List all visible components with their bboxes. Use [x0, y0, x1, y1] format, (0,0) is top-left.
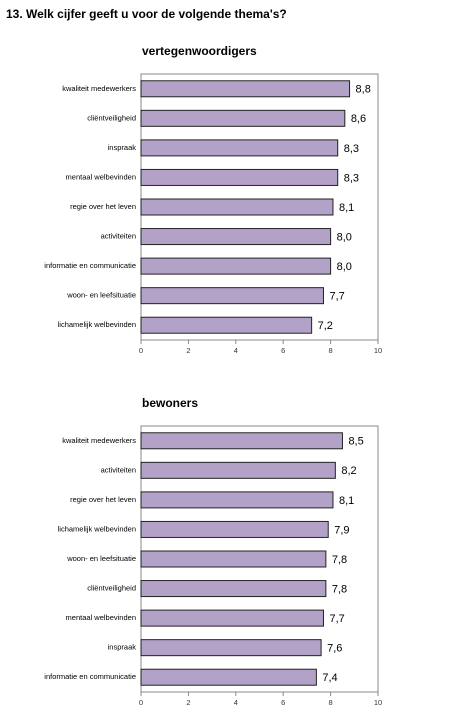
bar [140, 432, 343, 450]
value-label: 7,4 [322, 672, 337, 684]
value-label: 8,0 [337, 261, 352, 273]
x-tick-label: 4 [234, 346, 238, 355]
x-tick-label: 8 [329, 346, 333, 355]
category-label: mentaal welbevinden [66, 613, 136, 622]
x-tick-label: 8 [329, 698, 333, 707]
bar [140, 198, 334, 216]
x-tick-label: 6 [281, 346, 285, 355]
value-label: 7,6 [327, 643, 342, 655]
category-label: regie over het leven [70, 495, 136, 504]
heading: 13. Welk cijfer geeft u voor de volgende… [6, 7, 287, 21]
category-label: mentaal welbevinden [66, 172, 136, 181]
x-tick-label: 0 [139, 346, 143, 355]
x-tick-label: 2 [186, 698, 190, 707]
category-label: cliëntveiligheid [87, 113, 136, 122]
x-tick-label: 10 [374, 698, 382, 707]
value-label: 7,7 [329, 613, 344, 625]
x-tick-label: 2 [186, 346, 190, 355]
bar [140, 580, 327, 598]
value-label: 8,3 [344, 143, 359, 155]
category-label: inspraak [108, 143, 137, 152]
category-label: lichamelijk welbevinden [58, 524, 136, 533]
value-label: 8,8 [356, 84, 371, 96]
x-tick-label: 0 [139, 698, 143, 707]
bar [140, 316, 313, 334]
bar [140, 80, 351, 98]
category-label: woon- en leefsituatie [66, 554, 136, 563]
value-label: 7,7 [329, 291, 344, 303]
value-label: 8,1 [339, 202, 354, 214]
bar [140, 228, 332, 246]
chart-title: bewoners [142, 396, 198, 410]
bar [140, 520, 329, 538]
bar [140, 461, 336, 479]
bar [140, 550, 327, 568]
value-label: 7,8 [332, 554, 347, 566]
value-label: 8,1 [339, 495, 354, 507]
bar [140, 668, 317, 686]
category-label: kwaliteit medewerkers [62, 436, 136, 445]
category-label: informatie en communicatie [44, 261, 136, 270]
value-label: 8,6 [351, 113, 366, 125]
category-label: kwaliteit medewerkers [62, 84, 136, 93]
value-label: 8,5 [348, 436, 363, 448]
value-label: 8,3 [344, 172, 359, 184]
value-label: 7,8 [332, 583, 347, 595]
category-label: inspraak [108, 643, 137, 652]
value-label: 8,2 [341, 465, 356, 477]
value-label: 8,0 [337, 231, 352, 243]
x-tick-label: 10 [374, 346, 382, 355]
value-label: 7,2 [318, 320, 333, 332]
category-label: activiteiten [101, 465, 136, 474]
bar [140, 639, 322, 657]
category-label: informatie en communicatie [44, 672, 136, 681]
bar [140, 168, 339, 186]
bar [140, 139, 339, 157]
value-label: 7,9 [334, 524, 349, 536]
chart-title: vertegenwoordigers [142, 44, 257, 58]
category-label: activiteiten [101, 232, 136, 241]
x-tick-label: 6 [281, 698, 285, 707]
bar [140, 287, 324, 305]
bar [140, 257, 332, 275]
bar [140, 109, 346, 127]
x-tick-label: 4 [234, 698, 238, 707]
category-label: lichamelijk welbevinden [58, 320, 136, 329]
category-label: cliëntveiligheid [87, 584, 136, 593]
bar [140, 609, 324, 627]
bar [140, 491, 334, 509]
category-label: woon- en leefsituatie [66, 291, 136, 300]
category-label: regie over het leven [70, 202, 136, 211]
